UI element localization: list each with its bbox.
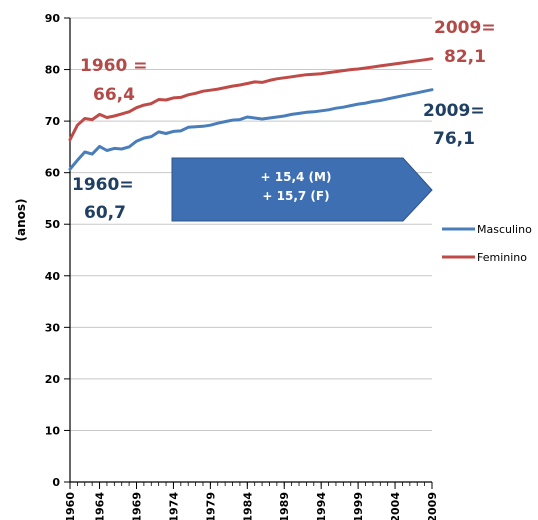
- annotation-masc-2009-value: 76,1: [433, 129, 475, 149]
- legend: Masculino Feminino: [442, 223, 532, 264]
- callout-line-male: + 15,4 (M): [261, 170, 332, 184]
- y-tick-label-20: 20: [45, 373, 61, 386]
- y-tick-label-30: 30: [45, 321, 61, 334]
- x-axis-ticks: 1960 1964 1969 1974 1979 1984 1989 1994 1999 2004…: [64, 482, 439, 520]
- annotation-masc-2009-label: 2009=: [423, 101, 485, 121]
- x-tick-label-1989: 1989: [278, 492, 291, 520]
- annotation-fem-2009-label: 2009=: [434, 18, 496, 38]
- y-tick-label-40: 40: [45, 270, 61, 283]
- y-tick-label-50: 50: [45, 218, 61, 231]
- x-tick-label-1999: 1999: [352, 492, 365, 520]
- legend-label-feminino: Feminino: [477, 251, 527, 264]
- y-tick-label-10: 10: [45, 424, 61, 437]
- x-tick-label-1960: 1960: [64, 492, 77, 520]
- annotation-fem-2009-value: 82,1: [444, 47, 486, 67]
- x-tick-label-1969: 1969: [130, 492, 143, 520]
- x-tick-label-1979: 1979: [204, 492, 217, 520]
- callout-arrow: [171, 157, 433, 222]
- x-tick-label-2004: 2004: [389, 492, 402, 520]
- annotation-masc-1960-label: 1960=: [72, 175, 134, 195]
- x-tick-label-1984: 1984: [241, 492, 254, 520]
- y-tick-label-90: 90: [45, 12, 61, 25]
- y-tick-label-0: 0: [52, 476, 60, 489]
- series-line-masculino: [68, 88, 434, 171]
- annotation-fem-1960-value: 66,4: [93, 85, 135, 105]
- annotation-fem-1960-label: 1960 =: [80, 56, 147, 76]
- annotation-masc-1960-value: 60,7: [84, 203, 126, 223]
- y-axis-ticks: 0 10 20 30 40 50 60 70 80 90: [45, 12, 70, 489]
- y-tick-label-60: 60: [45, 167, 61, 180]
- grid-lines: [70, 17, 432, 431]
- x-tick-label-1974: 1974: [167, 492, 180, 520]
- y-tick-label-80: 80: [45, 64, 61, 77]
- y-axis-label: (anos): [14, 199, 28, 242]
- difference-callout: + 15,4 (M) + 15,7 (F): [171, 157, 433, 222]
- y-tick-label-70: 70: [45, 115, 61, 128]
- legend-label-masculino: Masculino: [477, 223, 532, 236]
- x-tick-label-2009: 2009: [426, 492, 439, 520]
- x-tick-label-1964: 1964: [94, 492, 107, 520]
- series-lines: [68, 57, 434, 171]
- x-tick-label-1994: 1994: [315, 492, 328, 520]
- callout-line-female: + 15,7 (F): [262, 189, 329, 203]
- series-line-feminino: [68, 57, 434, 142]
